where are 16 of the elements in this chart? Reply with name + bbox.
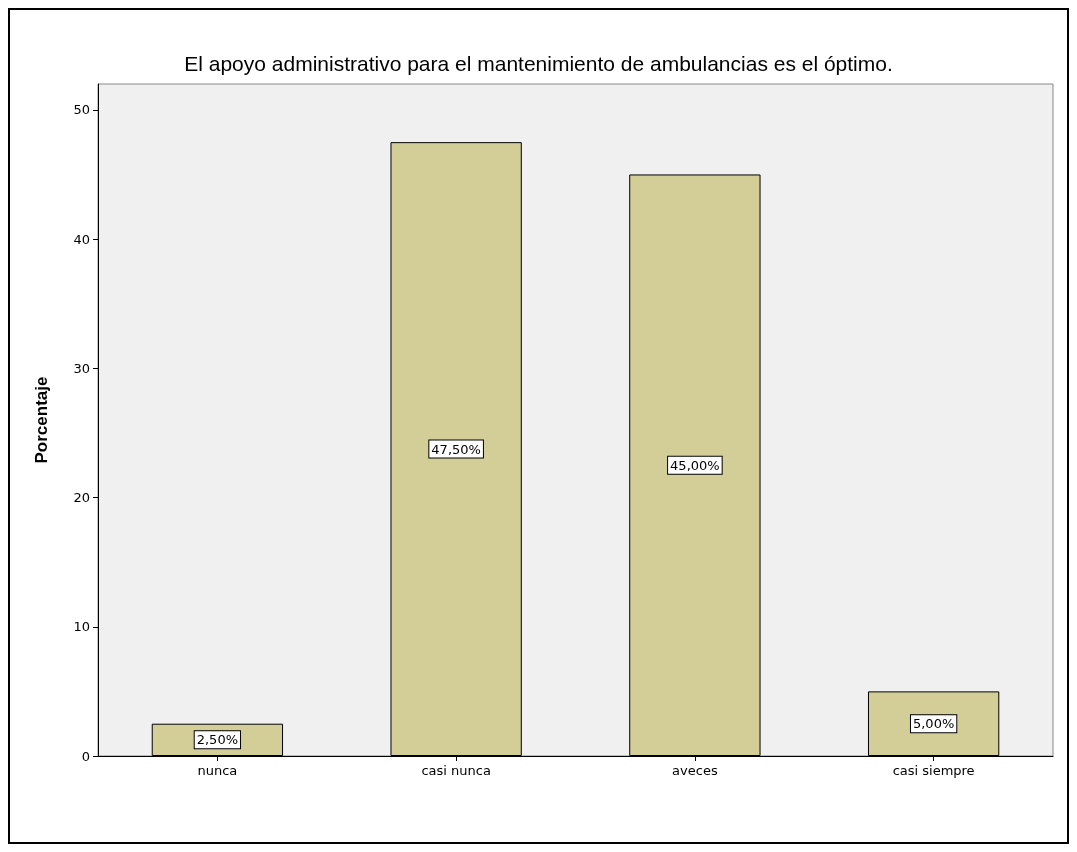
x-tick-label: nunca xyxy=(197,763,238,778)
x-tick-label: aveces xyxy=(672,763,718,778)
data-label: 45,00% xyxy=(670,457,720,473)
chart-title: El apoyo administrativo para el mantenimiento de ambulancias es el óptimo. xyxy=(184,52,893,75)
y-tick-label: 30 xyxy=(73,360,90,376)
y-tick-label: 10 xyxy=(73,619,90,635)
data-label: 2,50% xyxy=(196,732,239,748)
data-label: 47,50% xyxy=(431,441,481,457)
y-tick-label: 50 xyxy=(73,102,90,118)
data-label: 5,00% xyxy=(912,716,955,732)
y-tick-label: 0 xyxy=(81,748,90,764)
x-tick-label: casi siempre xyxy=(892,763,975,778)
y-axis-title: Porcentaje xyxy=(32,376,51,464)
x-tick-label: casi nunca xyxy=(421,763,491,778)
y-tick-label: 20 xyxy=(73,490,90,506)
y-tick-label: 40 xyxy=(73,231,90,247)
